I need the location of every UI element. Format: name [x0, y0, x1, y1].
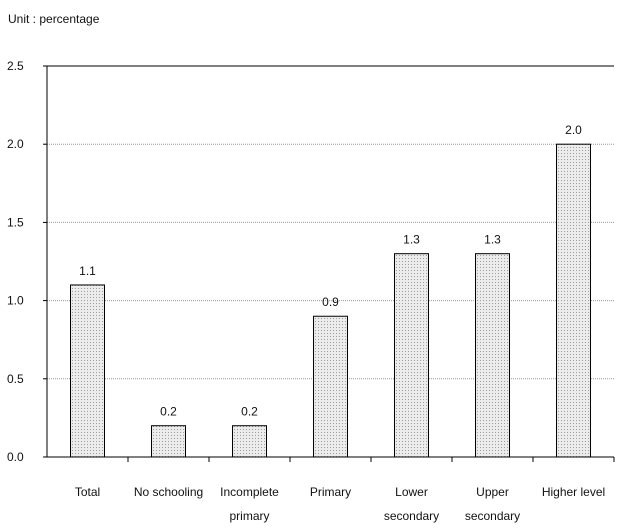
y-tick-label: 0.0 — [7, 450, 24, 464]
y-tick-label: 2.0 — [7, 137, 24, 151]
x-category-label: Total — [75, 485, 100, 499]
bar — [232, 425, 267, 458]
x-category-label: Higher level — [542, 485, 605, 499]
y-tick-label: 0.5 — [7, 372, 24, 386]
x-category-label: Upper — [476, 485, 509, 499]
x-category-label: secondary — [465, 509, 520, 523]
unit-label: Unit : percentage — [8, 12, 100, 26]
x-category-label: Incomplete — [220, 485, 279, 499]
bar — [151, 425, 186, 458]
y-tick-label: 2.5 — [7, 59, 24, 73]
data-label: 1.3 — [484, 233, 501, 247]
data-label: 1.3 — [403, 233, 420, 247]
data-label: 2.0 — [565, 123, 582, 137]
bar — [556, 143, 591, 458]
bar — [313, 315, 348, 458]
bar — [70, 284, 105, 458]
x-category-label: No schooling — [134, 485, 203, 499]
y-tick-label: 1.5 — [7, 215, 24, 229]
data-label: 1.1 — [79, 264, 96, 278]
data-label: 0.2 — [160, 405, 177, 419]
y-tick-label: 1.0 — [7, 294, 24, 308]
data-label: 0.2 — [241, 405, 258, 419]
bar — [475, 253, 510, 458]
x-category-label: secondary — [384, 509, 439, 523]
x-category-label: Lower — [395, 485, 428, 499]
x-category-label: Primary — [310, 485, 351, 499]
data-label: 0.9 — [322, 295, 339, 309]
x-category-label: primary — [229, 509, 269, 523]
bar — [394, 253, 429, 458]
